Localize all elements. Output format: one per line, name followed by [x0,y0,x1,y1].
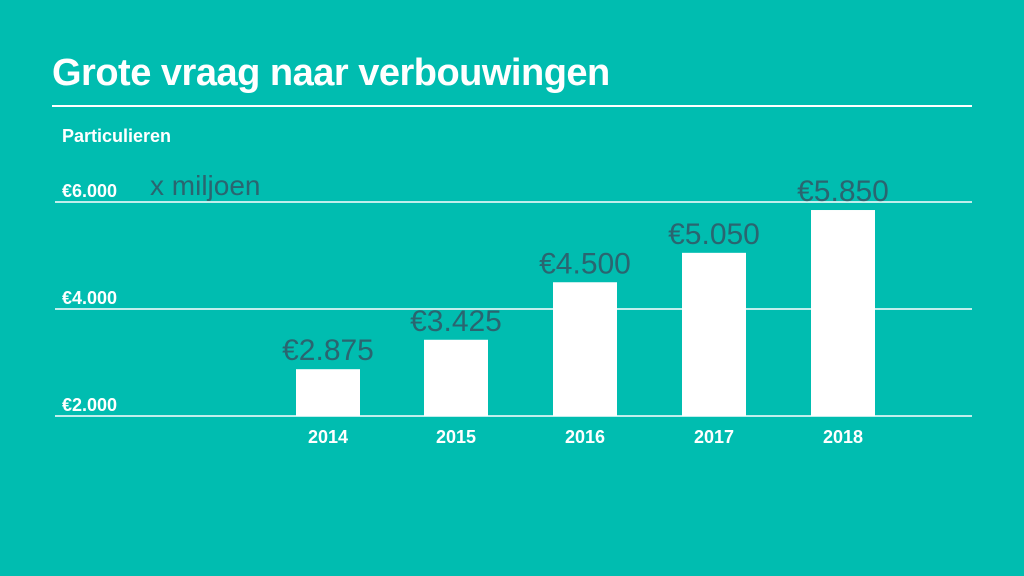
x-tick-label: 2016 [565,427,605,447]
bar [682,252,746,416]
y-tick-label: €4.000 [62,288,117,308]
data-label: €2.875 [282,334,374,367]
bar [811,210,875,416]
chart-title: Grote vraag naar verbouwingen [52,52,610,94]
x-tick-label: 2018 [823,427,863,447]
x-tick-label: 2015 [436,427,476,447]
chart-subtitle: Particulieren [62,126,172,146]
x-tick-label: 2017 [694,427,734,447]
data-label: €5.050 [668,218,760,251]
y-tick-label: €2.000 [62,395,117,415]
data-label: €5.850 [797,175,889,208]
data-label: €3.425 [410,305,502,338]
bar [553,282,617,416]
title-divider [52,105,972,107]
x-tick-label: 2014 [308,427,348,447]
y-tick-label: €6.000 [62,181,117,201]
unit-label: x miljoen [150,170,261,201]
data-label: €4.500 [539,247,631,280]
bar [424,339,488,416]
bar [296,369,360,416]
